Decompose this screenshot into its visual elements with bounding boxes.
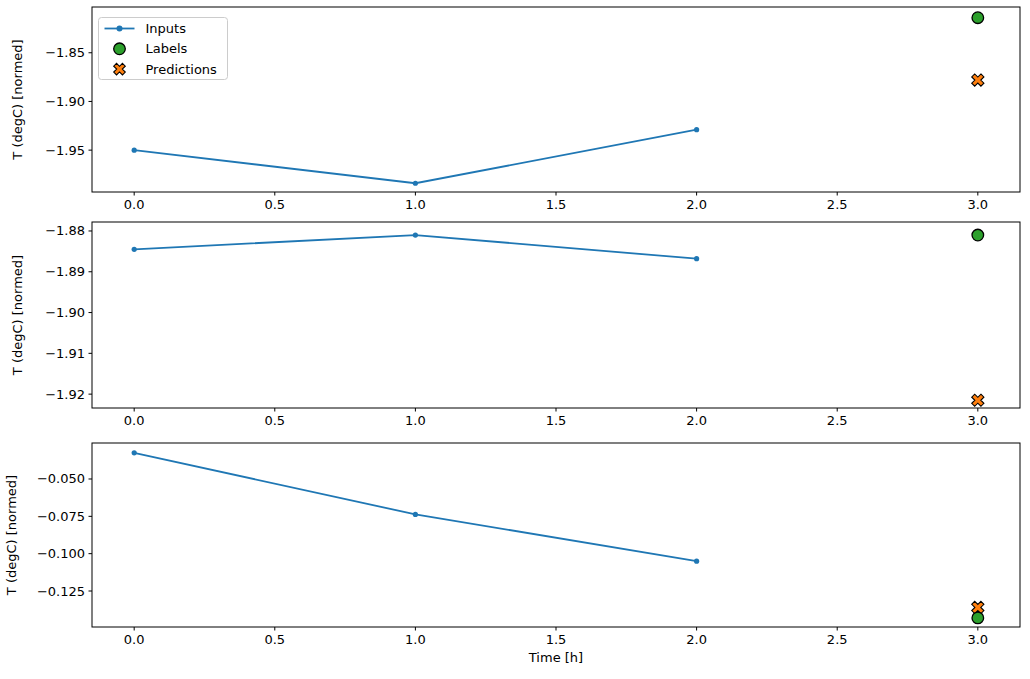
inputs-marker: [132, 247, 137, 252]
x-tick-label: 0.0: [124, 413, 145, 428]
y-tick-label: −0.050: [37, 471, 85, 486]
axes-frame: [92, 222, 1020, 408]
x-tick-label: 0.5: [264, 413, 285, 428]
labels-marker: [972, 12, 984, 24]
inputs-marker: [694, 127, 699, 132]
inputs-marker: [694, 559, 699, 564]
y-tick-label: −1.88: [45, 223, 85, 238]
inputs-marker: [413, 181, 418, 186]
x-tick-label: 1.0: [405, 197, 426, 212]
x-tick-label: 1.5: [546, 632, 567, 647]
inputs-marker: [413, 512, 418, 517]
y-tick-label: −1.92: [45, 387, 85, 402]
subplot-2: −1.88 −1.89 −1.90 −1.91 −1.92 0.0 0.5 1.0 1.5 2.0…: [10, 222, 1020, 428]
x-tick-label: 2.0: [686, 413, 707, 428]
y-tick-label: −1.89: [45, 264, 85, 279]
inputs-marker: [132, 148, 137, 153]
x-axis-label: Time [h]: [528, 650, 583, 665]
inputs-marker: [694, 256, 699, 261]
legend-label: Labels: [146, 41, 188, 56]
y-tick-label: −1.95: [45, 143, 85, 158]
legend-label: Predictions: [146, 62, 218, 77]
y-axis-label: T (degC) [normed]: [4, 475, 19, 596]
y-tick-label: −0.075: [37, 509, 85, 524]
y-tick-label: −1.90: [45, 94, 85, 109]
x-tick-label: 3.0: [967, 632, 988, 647]
line-chart-svg: −1.85 −1.90 −1.95 0.0 0.5 1.0 1.5 2.0 2.5 3.0 T (d…: [0, 0, 1030, 679]
y-tick-label: −1.91: [45, 346, 85, 361]
labels-marker: [972, 229, 984, 241]
y-axis-label: T (degC) [normed]: [10, 255, 25, 376]
subplot-1: −1.85 −1.90 −1.95 0.0 0.5 1.0 1.5 2.0 2.5 3.0 T (d…: [10, 7, 1020, 212]
y-tick-label: −1.85: [45, 45, 85, 60]
legend: Inputs Labels Predictions: [99, 18, 228, 80]
x-tick-label: 1.5: [546, 197, 567, 212]
axes-frame: [92, 7, 1020, 192]
inputs-marker: [132, 450, 137, 455]
labels-marker: [972, 612, 984, 624]
x-tick-label: 0.0: [124, 197, 145, 212]
x-tick-label: 1.0: [405, 632, 426, 647]
x-tick-label: 0.5: [264, 632, 285, 647]
x-tick-label: 3.0: [967, 413, 988, 428]
legend-circle-icon: [114, 43, 126, 55]
y-tick-label: −0.100: [37, 546, 85, 561]
x-tick-label: 1.5: [546, 413, 567, 428]
x-tick-label: 3.0: [967, 197, 988, 212]
y-tick-label: −1.90: [45, 305, 85, 320]
x-tick-label: 0.5: [264, 197, 285, 212]
x-tick-label: 0.0: [124, 632, 145, 647]
inputs-marker: [413, 232, 418, 237]
x-tick-label: 2.5: [827, 197, 848, 212]
y-axis-label: T (degC) [normed]: [10, 39, 25, 160]
subplot-3: −0.050 −0.075 −0.100 −0.125 0.0 0.5 1.0 1.5 2.0 2…: [4, 443, 1020, 665]
legend-dot-sample: [117, 26, 123, 32]
legend-label: Inputs: [146, 21, 187, 36]
x-tick-label: 2.5: [827, 632, 848, 647]
x-tick-label: 2.0: [686, 197, 707, 212]
y-tick-label: −0.125: [37, 584, 85, 599]
x-tick-label: 2.5: [827, 413, 848, 428]
x-tick-label: 1.0: [405, 413, 426, 428]
x-tick-label: 2.0: [686, 632, 707, 647]
figure: −1.85 −1.90 −1.95 0.0 0.5 1.0 1.5 2.0 2.5 3.0 T (d…: [0, 0, 1030, 679]
axes-frame: [92, 443, 1020, 627]
